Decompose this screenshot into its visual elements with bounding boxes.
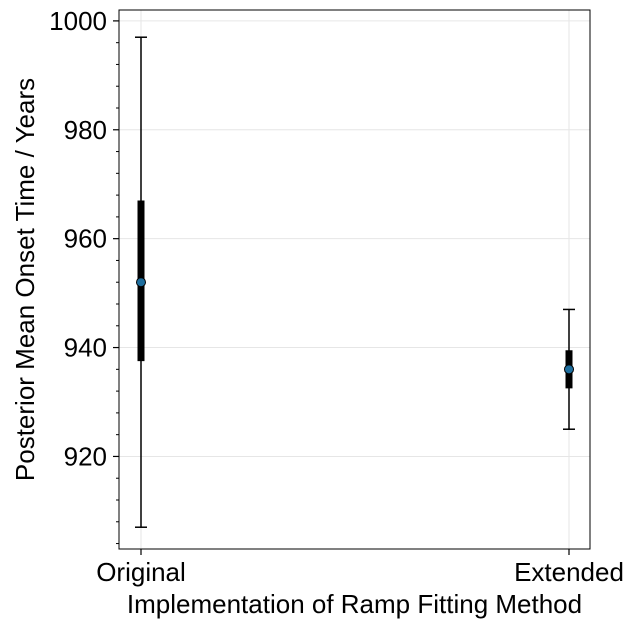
y-axis-ticks: 920 940 960 980 1000 xyxy=(49,6,119,545)
y-tick-label: 960 xyxy=(64,224,107,254)
y-tick-label: 1000 xyxy=(49,6,107,36)
y-axis-label: Posterior Mean Onset Time / Years xyxy=(10,78,40,481)
x-axis-label: Implementation of Ramp Fitting Method xyxy=(127,589,582,619)
x-axis-ticks: Original Extended xyxy=(96,549,624,587)
data-marks xyxy=(135,36,575,528)
y-tick-label: 940 xyxy=(64,333,107,363)
mean-point-extended xyxy=(564,364,574,375)
grid-lines xyxy=(119,10,590,549)
y-tick-label: 920 xyxy=(64,441,107,471)
mean-point-original xyxy=(136,277,146,288)
x-tick-label-original: Original xyxy=(96,557,186,587)
y-tick-label: 980 xyxy=(64,115,107,145)
plot-frame xyxy=(118,9,591,550)
x-tick-label-extended: Extended xyxy=(514,557,624,587)
